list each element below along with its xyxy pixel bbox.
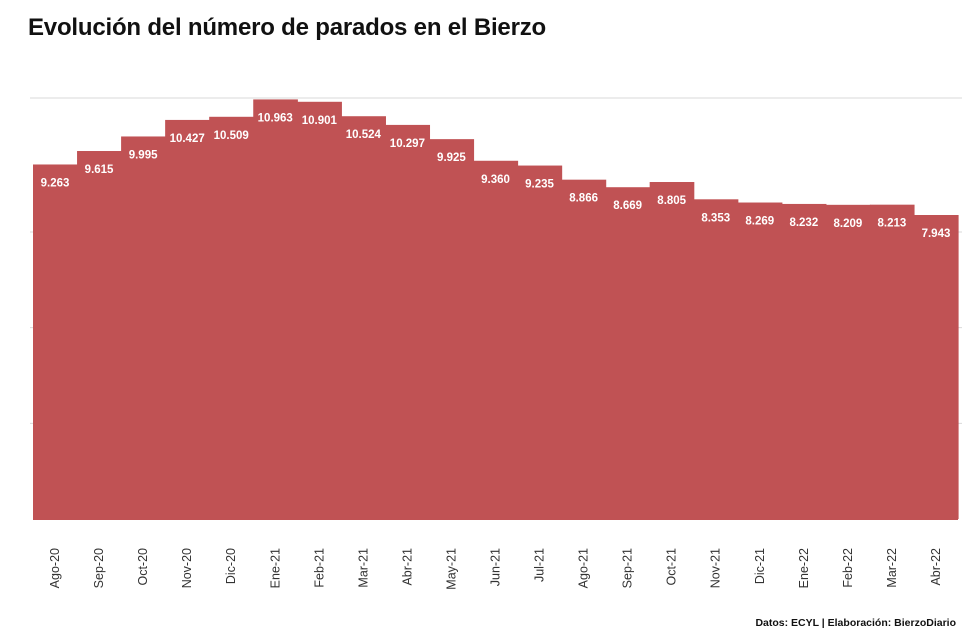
value-label: 8.232 (789, 217, 818, 229)
x-tick-label: Oct-21 (665, 548, 679, 586)
x-tick-label: Feb-21 (312, 548, 326, 588)
value-label: 7.943 (922, 228, 951, 240)
bar (77, 151, 122, 519)
source-credit: Datos: ECYL | Elaboración: BierzoDiario (755, 617, 956, 629)
bar (121, 136, 166, 519)
value-label: 8.669 (613, 200, 642, 212)
x-tick-label: Sep-21 (621, 548, 635, 588)
value-label: 10.427 (170, 133, 205, 145)
x-tick-label: Dic-20 (224, 548, 238, 584)
value-label: 9.263 (41, 177, 70, 189)
value-label: 8.805 (657, 195, 686, 207)
value-label: 10.509 (214, 130, 249, 142)
bar (605, 187, 651, 519)
bar (429, 139, 475, 519)
x-tick-label: Oct-20 (136, 548, 150, 586)
x-tick-label: Mar-21 (356, 548, 370, 588)
x-tick-label: Dic-21 (753, 548, 767, 584)
bar (33, 164, 78, 519)
value-labels: 9.263 9.615 9.995 10.427 10.509 10.963 10.901 1… (41, 112, 951, 240)
x-axis-tick-labels: Ago-20 Sep-20 Oct-20 Nov-20 Dic-20 Ene-21 Feb-… (48, 548, 943, 590)
bar (561, 179, 607, 519)
x-tick-label: Abr-21 (400, 548, 414, 586)
x-tick-label: Abr-22 (929, 548, 943, 586)
x-tick-label: Mar-22 (885, 548, 899, 588)
x-tick-label: Ene-21 (268, 548, 282, 588)
value-label: 9.235 (525, 179, 554, 191)
bar (297, 101, 342, 519)
bar (913, 214, 959, 519)
x-tick-label: Nov-20 (180, 548, 194, 588)
x-tick-label: Ago-20 (48, 548, 62, 588)
value-label: 10.524 (346, 129, 382, 141)
value-label: 9.615 (85, 164, 114, 176)
x-tick-label: Nov-21 (709, 548, 723, 588)
bar (253, 99, 298, 520)
bar (517, 165, 563, 519)
bar (165, 119, 210, 520)
x-tick-label: May-21 (444, 548, 458, 590)
bar (869, 204, 915, 520)
value-label: 10.963 (258, 112, 293, 124)
bars (33, 99, 959, 520)
x-tick-label: Ago-21 (577, 548, 591, 588)
value-label: 9.925 (437, 152, 466, 164)
x-tick-label: Jul-21 (533, 548, 547, 582)
bar (737, 202, 783, 519)
value-label: 8.213 (878, 218, 907, 230)
value-label: 8.353 (701, 212, 730, 224)
value-label: 8.269 (745, 216, 774, 228)
value-label: 10.297 (390, 138, 425, 150)
bar (209, 116, 254, 520)
bar (825, 204, 871, 519)
x-tick-label: Ene-22 (797, 548, 811, 588)
bar (473, 160, 519, 519)
value-label: 10.901 (302, 115, 338, 127)
x-tick-label: Feb-22 (841, 548, 855, 588)
x-tick-label: Sep-20 (92, 548, 106, 588)
bar (385, 124, 431, 519)
bar (649, 182, 695, 519)
value-label: 9.995 (129, 149, 158, 161)
chart-title: Evolución del número de parados en el Bi… (28, 14, 546, 41)
value-label: 9.360 (481, 174, 510, 186)
bar (781, 203, 827, 519)
bar (341, 116, 386, 519)
bar (693, 199, 739, 519)
value-label: 8.209 (833, 218, 862, 230)
x-tick-label: Jun-21 (489, 548, 503, 586)
value-label: 8.866 (569, 193, 598, 205)
